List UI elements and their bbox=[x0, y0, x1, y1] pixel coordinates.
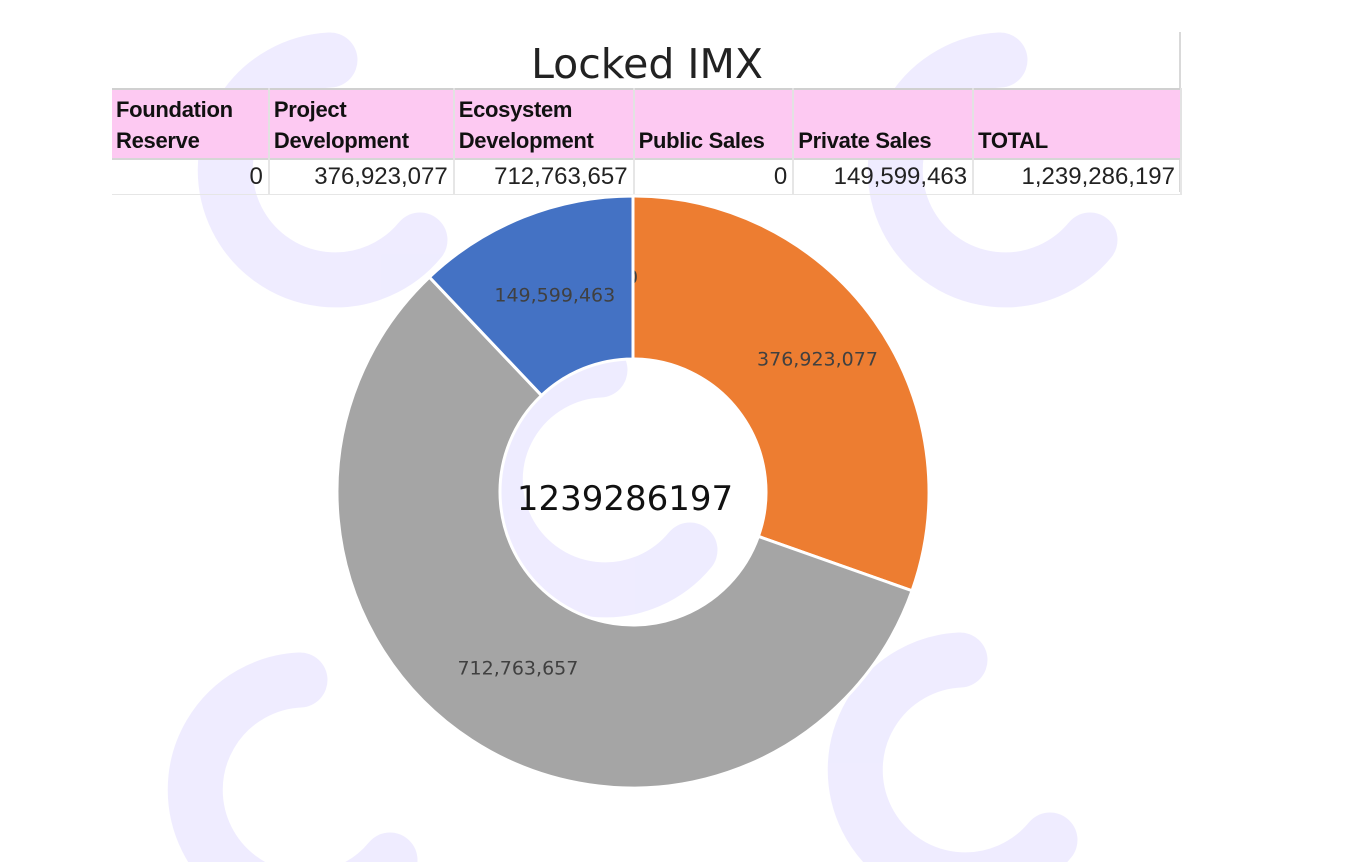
donut-center-total: 1239286197 bbox=[517, 479, 733, 519]
header-cell[interactable]: Private Sales bbox=[792, 88, 975, 159]
table-cell[interactable]: 149,599,463 bbox=[792, 158, 975, 195]
slice-data-label: 149,599,463 bbox=[494, 284, 615, 306]
donut-slice[interactable] bbox=[631, 194, 931, 593]
donut-slice[interactable] bbox=[427, 194, 635, 398]
table-cell[interactable]: 0 bbox=[632, 158, 795, 195]
table-cell[interactable]: 1,239,286,197 bbox=[972, 158, 1182, 195]
table-cell[interactable]: 0 bbox=[112, 158, 270, 195]
data-table: Foundation Reserve Project Development Eco… bbox=[112, 88, 1182, 195]
chart-title: Locked IMX bbox=[531, 40, 763, 88]
table-row: 0 376,923,077 712,763,657 0 149,599,463 … bbox=[112, 158, 1182, 195]
header-cell[interactable]: TOTAL bbox=[972, 88, 1182, 159]
header-cell[interactable]: Project Development bbox=[267, 88, 455, 159]
donut-slice[interactable] bbox=[335, 275, 914, 790]
header-cell[interactable]: Foundation Reserve bbox=[112, 88, 270, 159]
header-cell[interactable]: Public Sales bbox=[632, 88, 795, 159]
slice-data-label: 376,923,077 bbox=[757, 349, 878, 371]
table-header-row: Foundation Reserve Project Development Eco… bbox=[112, 88, 1182, 159]
table-cell[interactable]: 712,763,657 bbox=[452, 158, 635, 195]
slice-data-label: 712,763,657 bbox=[457, 658, 578, 680]
header-cell[interactable]: Ecosystem Development bbox=[452, 88, 635, 159]
table-cell[interactable]: 376,923,077 bbox=[267, 158, 455, 195]
